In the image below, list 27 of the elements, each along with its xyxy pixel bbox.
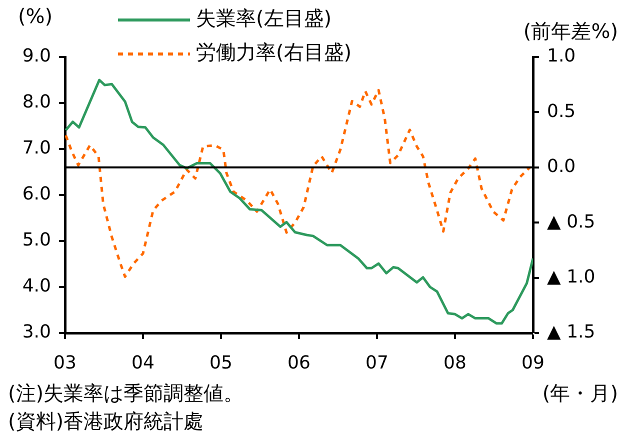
y-tick-label: 9.0 (22, 46, 51, 67)
y2-tick-label: 0.0 (547, 156, 576, 178)
text: (資料)香港政府統計處 (8, 408, 204, 435)
x-tick-label: 09 (522, 352, 544, 374)
y2-tick-label: ▲ 1.0 (547, 266, 596, 288)
x-tick-label: 06 (288, 352, 310, 374)
text: (注)失業率は季節調整値。 (8, 380, 244, 407)
y-tick-label: 4.0 (22, 276, 51, 297)
x-axis-title: (年・月) (542, 380, 618, 407)
legend-label: 失業率(左目盛) (196, 6, 332, 30)
x-tick-label: 05 (210, 352, 232, 374)
x-tick-label: 04 (132, 352, 154, 374)
y2-tick-label: 1.0 (547, 46, 576, 67)
x-tick-label: 03 (54, 352, 76, 374)
y-tick-label: 6.0 (22, 184, 51, 205)
legend-label: 労働力率(右目盛) (196, 40, 352, 64)
y2-tick-label: 0.5 (547, 100, 576, 122)
x-tick-label: 07 (366, 352, 388, 374)
y-tick-label: 8.0 (22, 92, 51, 113)
y-axis-title: (%) (18, 4, 53, 28)
y-tick-label: 3.0 (22, 322, 51, 343)
y2-axis-title: (前年差%) (523, 18, 618, 45)
y-tick-label: 7.0 (22, 138, 51, 159)
y2-tick-label: ▲ 1.5 (547, 322, 596, 343)
y2-tick-label: ▲ 0.5 (547, 211, 596, 232)
y-tick-label: 5.0 (22, 230, 51, 251)
x-tick-label: 08 (444, 352, 466, 374)
